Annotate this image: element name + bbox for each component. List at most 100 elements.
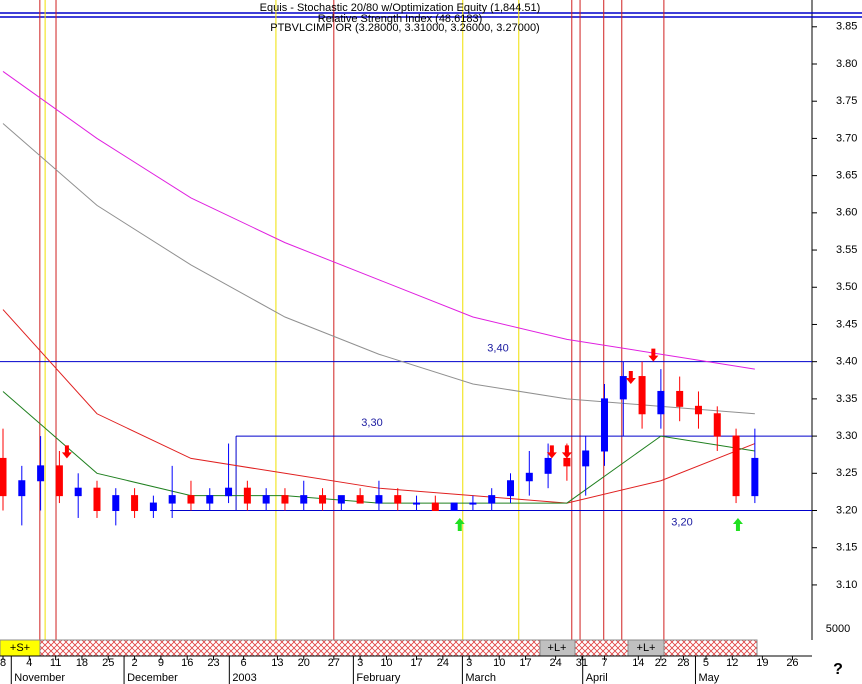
help-icon[interactable]: ? bbox=[833, 661, 843, 678]
y-tick-label: 3.35 bbox=[836, 393, 857, 405]
month-label: April bbox=[586, 672, 608, 684]
candle-body bbox=[544, 457, 552, 474]
candle-body bbox=[356, 495, 364, 504]
candle-body bbox=[55, 465, 63, 497]
candle-body bbox=[168, 495, 176, 504]
x-tick-label: 18 bbox=[76, 657, 88, 669]
x-tick-label: 24 bbox=[437, 657, 449, 669]
candle-body bbox=[469, 502, 477, 505]
candle-body bbox=[131, 495, 139, 512]
candle-body bbox=[450, 502, 458, 512]
y-tick-label: 3.75 bbox=[836, 95, 857, 107]
chart-subtitle: Relative Strength Index (48.6183) bbox=[318, 13, 483, 25]
month-label: May bbox=[698, 672, 719, 684]
candle-body bbox=[413, 502, 421, 505]
buy-arrow bbox=[454, 517, 465, 531]
x-tick-label: 14 bbox=[632, 657, 644, 669]
y-tick-label: 3.25 bbox=[836, 467, 857, 479]
candle-body bbox=[431, 502, 439, 512]
x-tick-label: 31 bbox=[576, 657, 588, 669]
buy-arrow bbox=[732, 517, 743, 531]
candle-body bbox=[37, 465, 45, 482]
sell-arrow bbox=[561, 445, 572, 459]
candle-body bbox=[488, 495, 496, 504]
y-tick-label: 3.60 bbox=[836, 207, 857, 219]
x-tick-label: 27 bbox=[328, 657, 340, 669]
candle-body bbox=[638, 376, 646, 415]
x-tick-label: 5 bbox=[703, 657, 709, 669]
candle-body bbox=[300, 495, 308, 504]
x-tick-label: 13 bbox=[271, 657, 283, 669]
band-label: +S+ bbox=[10, 642, 30, 654]
y-tick-label: 3.80 bbox=[836, 58, 857, 70]
candle-body bbox=[525, 472, 533, 482]
y-tick-label: 3.10 bbox=[836, 579, 857, 591]
candle-body bbox=[262, 495, 270, 504]
candle-body bbox=[713, 413, 721, 437]
candle-body bbox=[225, 487, 233, 497]
y-tick-label: 3.30 bbox=[836, 430, 857, 442]
candle-body bbox=[676, 390, 684, 407]
month-label: March bbox=[465, 672, 496, 684]
x-tick-label: 4 bbox=[26, 657, 32, 669]
y-tick-label: 3.40 bbox=[836, 356, 857, 368]
series-label: PTBVLCIMP OR (3.28000, 3.31000, 3.26000,… bbox=[270, 22, 539, 34]
candle-body bbox=[74, 487, 82, 497]
x-tick-label: 22 bbox=[655, 657, 667, 669]
band-label: +L+ bbox=[637, 642, 656, 654]
moving-average bbox=[2, 71, 755, 370]
x-tick-label: 2 bbox=[132, 657, 138, 669]
x-tick-label: 26 bbox=[786, 657, 798, 669]
candle-body bbox=[619, 376, 627, 400]
candle-body bbox=[0, 457, 7, 497]
candle-body bbox=[751, 457, 759, 497]
candle-body bbox=[149, 502, 157, 512]
x-tick-label: 20 bbox=[298, 657, 310, 669]
x-tick-label: 25 bbox=[102, 657, 114, 669]
candle-body bbox=[18, 480, 26, 497]
candle-body bbox=[112, 495, 120, 512]
level-label: 3,20 bbox=[671, 516, 692, 528]
y-tick-label: 3.55 bbox=[836, 244, 857, 256]
x-tick-label: 17 bbox=[410, 657, 422, 669]
candle-body bbox=[337, 495, 345, 504]
y-tick-label: 3.20 bbox=[836, 504, 857, 516]
y-tick-label: 3.65 bbox=[836, 170, 857, 182]
x-tick-label: 3 bbox=[357, 657, 363, 669]
candle-body bbox=[507, 480, 515, 497]
month-label: February bbox=[356, 672, 401, 684]
candle-body bbox=[582, 450, 590, 467]
y-tick-label: 3.70 bbox=[836, 132, 857, 144]
candle-body bbox=[732, 435, 740, 497]
level-label: 3,30 bbox=[361, 417, 382, 429]
candle-body bbox=[187, 495, 195, 504]
x-tick-label: 9 bbox=[158, 657, 164, 669]
x-tick-label: 28 bbox=[677, 657, 689, 669]
month-label: 2003 bbox=[232, 672, 256, 684]
x-tick-label: 19 bbox=[756, 657, 768, 669]
candle-body bbox=[600, 398, 608, 452]
candle-body bbox=[694, 405, 702, 415]
x-tick-label: 6 bbox=[241, 657, 247, 669]
x-tick-label: 23 bbox=[207, 657, 219, 669]
candle-body bbox=[243, 487, 251, 504]
candle-body bbox=[319, 495, 327, 504]
candle-body bbox=[657, 390, 665, 415]
y-tick-label: 3.50 bbox=[836, 281, 857, 293]
candle-body bbox=[281, 495, 289, 504]
x-tick-label: 3 bbox=[466, 657, 472, 669]
x-tick-label: 10 bbox=[380, 657, 392, 669]
x-tick-label: 11 bbox=[50, 657, 61, 669]
chart-title: Equis - Stochastic 20/80 w/Optimization … bbox=[260, 2, 541, 14]
x-tick-label: 24 bbox=[549, 657, 561, 669]
candle-body bbox=[206, 495, 214, 504]
x-tick-label: 10 bbox=[493, 657, 505, 669]
y-tick-label: 3.15 bbox=[836, 542, 857, 554]
volume-label: 5000 bbox=[826, 623, 850, 635]
x-tick-label: 17 bbox=[519, 657, 531, 669]
sell-arrow bbox=[61, 445, 72, 459]
y-tick-label: 3.85 bbox=[836, 21, 857, 33]
band-label: +L+ bbox=[548, 642, 567, 654]
